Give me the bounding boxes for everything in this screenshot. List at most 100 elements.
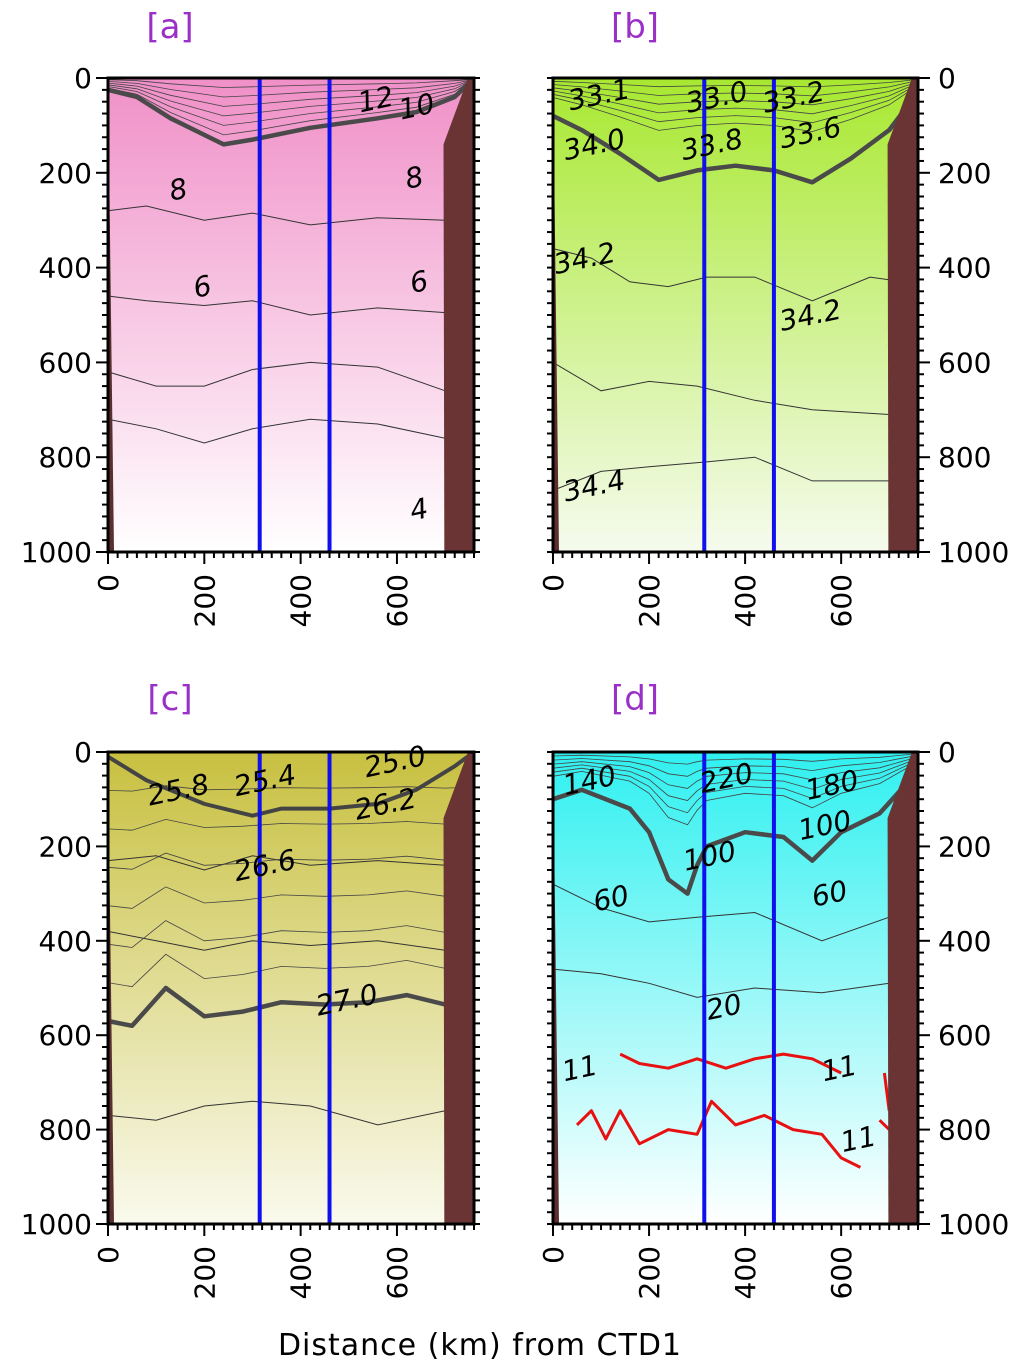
contour-label: 60: [590, 879, 632, 919]
x-tick-label: 0: [92, 1246, 125, 1264]
surface-contour: [552, 83, 919, 124]
surface-contour: [552, 759, 919, 814]
surface-contour: [107, 920, 475, 948]
y-tick-label: 800: [938, 1114, 991, 1147]
y-tick-label: 0: [74, 736, 92, 769]
surface-contour: [107, 818, 475, 831]
thin-contour: [552, 456, 890, 491]
thin-contour: [552, 248, 904, 302]
surface-contour: [107, 79, 475, 98]
y-tick-label: 200: [39, 157, 92, 190]
thick-contour-upper: [106, 750, 476, 818]
x-tick-label: 400: [729, 1246, 762, 1299]
y-tick-label: 800: [39, 441, 92, 474]
y-tick-label: 0: [74, 62, 92, 95]
contour-label: 11: [838, 1119, 880, 1159]
contour-label: 11: [559, 1049, 601, 1089]
y-tick-label: 1000: [938, 1208, 1009, 1241]
surface-contour: [552, 756, 919, 789]
surface-contour: [552, 761, 919, 826]
thick-contour: [107, 76, 476, 147]
panel-c: 25.025.425.8 26.226.627.00200400600800100…: [21, 679, 480, 1299]
surface-contour: [107, 79, 475, 136]
y-tick-label: 600: [39, 1019, 92, 1052]
red-contour: [619, 1052, 842, 1075]
thin-contour: [552, 361, 890, 415]
x-tick-label: 200: [633, 574, 666, 627]
panel-label: [b]: [611, 7, 659, 47]
surface-contour: [552, 84, 919, 133]
x-tick-label: 0: [92, 574, 125, 592]
seafloor-right: [443, 78, 474, 552]
thin-contour: [107, 930, 446, 951]
y-tick-label: 400: [938, 252, 991, 285]
surface-contour: [107, 886, 475, 909]
x-tick-label: 0: [537, 1246, 570, 1264]
thin-contour: [107, 418, 446, 444]
y-tick-label: 1000: [21, 1208, 92, 1241]
surface-contour: [107, 79, 475, 126]
surface-contour: [107, 79, 475, 117]
y-tick-label: 400: [39, 252, 92, 285]
thin-contour: [107, 205, 446, 226]
x-tick-label: 400: [729, 574, 762, 627]
surface-contour: [552, 758, 919, 801]
thin-contour: [552, 968, 890, 998]
surface-contour: [107, 79, 475, 107]
x-tick-label: 600: [381, 1246, 414, 1299]
y-tick-label: 600: [938, 1019, 991, 1052]
y-tick-label: 400: [938, 925, 991, 958]
y-tick-label: 400: [39, 925, 92, 958]
thin-contour: [107, 295, 446, 316]
x-tick-label: 200: [188, 574, 221, 627]
surface-contour: [552, 82, 919, 115]
contour-label: 10: [396, 87, 438, 127]
red-contour: [878, 1119, 891, 1131]
y-tick-label: 200: [938, 157, 991, 190]
y-tick-label: 600: [39, 346, 92, 379]
surface-contour: [552, 754, 919, 777]
panel-label: [d]: [611, 679, 659, 719]
field-background: [553, 78, 918, 552]
panel-b: 33.1 33.0 33.234.0 33.8 33.634.234.234.40200…: [537, 7, 1009, 627]
y-tick-label: 1000: [21, 536, 92, 569]
x-tick-label: 200: [633, 1246, 666, 1299]
panel-label: [c]: [147, 679, 192, 719]
field-background: [108, 78, 474, 552]
y-tick-label: 800: [39, 1114, 92, 1147]
contour-label: 12: [355, 80, 397, 120]
seafloor-right: [443, 752, 474, 1224]
x-axis-label: Distance (km) from CTD1: [278, 1328, 682, 1363]
seafloor-right: [887, 752, 918, 1224]
x-tick-label: 400: [285, 1246, 318, 1299]
contour-label: 11: [818, 1049, 860, 1089]
panel-label: [a]: [146, 7, 193, 47]
thin-contour: [107, 361, 446, 392]
contour-label: 60: [809, 874, 851, 914]
surface-contour: [107, 953, 475, 988]
y-tick-label: 0: [938, 736, 956, 769]
thin-contour: [107, 1100, 446, 1126]
y-tick-label: 200: [39, 830, 92, 863]
y-tick-label: 600: [938, 346, 991, 379]
surface-contour: [552, 753, 919, 765]
surface-contour: [552, 79, 919, 88]
x-tick-label: 600: [381, 574, 414, 627]
x-tick-label: 0: [537, 574, 570, 592]
x-tick-label: 200: [188, 1246, 221, 1299]
surface-contour: [552, 80, 919, 97]
x-tick-label: 600: [825, 1246, 858, 1299]
thick-contour: [552, 769, 920, 896]
surface-contour: [552, 81, 919, 106]
surface-contour: [107, 852, 475, 870]
contour-label: 20: [703, 987, 745, 1027]
x-tick-label: 400: [285, 574, 318, 627]
thick-contour: [107, 985, 475, 1029]
x-tick-label: 600: [825, 574, 858, 627]
y-tick-label: 800: [938, 441, 991, 474]
thick-contour: [552, 90, 920, 185]
y-tick-label: 1000: [938, 536, 1009, 569]
